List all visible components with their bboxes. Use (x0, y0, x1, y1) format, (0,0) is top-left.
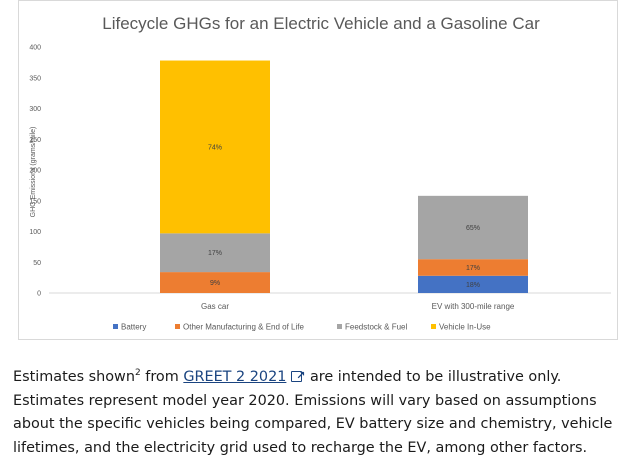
y-axis-label: GHG Emissions (grams/mile) (30, 127, 37, 218)
y-tick-label: 50 (33, 260, 41, 267)
x-tick-labels: Gas car EV with 300-mile range (201, 302, 515, 311)
y-tick-label: 250 (29, 137, 41, 144)
legend-swatch (337, 324, 342, 329)
bar-segment (418, 259, 528, 276)
bar-segment (418, 275, 528, 293)
data-label: 65% (466, 225, 480, 232)
x-tick-label: EV with 300-mile range (432, 302, 515, 311)
legend-swatch (113, 324, 118, 329)
greet-link[interactable]: GREET 2 2021 (183, 369, 287, 385)
chart-title: Lifecycle GHGs for an Electric Vehicle a… (102, 14, 540, 33)
data-label: 74% (208, 144, 222, 151)
bar-segment (160, 233, 270, 273)
y-tick-label: 100 (29, 229, 41, 236)
caption-text-from: from (140, 369, 184, 385)
legend: Battery Other Manufacturing & End of Life… (113, 323, 491, 332)
legend-label: Battery (121, 323, 146, 332)
bar-segment (160, 60, 270, 234)
bar-segment (418, 195, 528, 260)
data-label: 9% (210, 280, 220, 287)
bars: 9% 17% 74% 18% 17% 65% (160, 60, 528, 293)
caption-text-rest: are intended to be illustrative only. Es… (13, 369, 613, 456)
caption-text-start: Estimates shown (13, 369, 135, 385)
chart-frame: Lifecycle GHGs for an Electric Vehicle a… (18, 0, 618, 340)
chart-svg: Lifecycle GHGs for an Electric Vehicle a… (29, 14, 611, 332)
y-tick-label: 350 (29, 75, 41, 82)
legend-swatch (175, 324, 180, 329)
bar-segment (160, 272, 270, 293)
y-tick-label: 300 (29, 106, 41, 113)
data-label: 18% (466, 282, 480, 289)
y-tick-labels: 0 50 100 150 200 250 300 350 400 (29, 45, 41, 298)
footnote-ref[interactable]: 2 (134, 368, 141, 379)
data-label: 17% (208, 250, 222, 257)
caption-paragraph: Estimates shown2 from GREET 2 2021 are i… (13, 364, 625, 460)
legend-label: Other Manufacturing & End of Life (183, 323, 305, 332)
data-label: 17% (466, 265, 480, 272)
y-tick-label: 0 (37, 291, 41, 298)
y-tick-label: 200 (29, 168, 41, 175)
legend-label: Feedstock & Fuel (345, 323, 407, 332)
legend-swatch (431, 324, 436, 329)
y-tick-label: 150 (29, 198, 41, 205)
legend-label: Vehicle In-Use (439, 323, 491, 332)
y-tick-label: 400 (29, 45, 41, 52)
external-link-icon (291, 364, 305, 388)
x-tick-label: Gas car (201, 302, 229, 311)
